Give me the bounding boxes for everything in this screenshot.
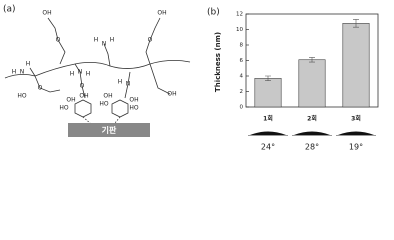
- chemical-group: H: [110, 37, 115, 44]
- y-tick-label: 4: [240, 74, 244, 80]
- substrate-label: 기판: [102, 125, 117, 135]
- chemical-group: H: [94, 37, 99, 44]
- bar: [342, 22, 370, 108]
- droplet: [338, 131, 374, 135]
- chemical-group: H: [12, 69, 17, 76]
- bar: [298, 59, 326, 108]
- chemical-group: OH: [66, 97, 75, 104]
- chemical-group: OH: [157, 10, 166, 17]
- y-tick-label: 10: [236, 27, 243, 33]
- error-bar: [353, 19, 359, 28]
- chemical-group: OH: [103, 93, 112, 100]
- chemical-group: OH: [42, 10, 51, 17]
- contact-angle: 19°: [349, 143, 363, 152]
- droplet: [294, 131, 330, 135]
- error-bar: [309, 57, 315, 63]
- panel-label: (b): [207, 8, 220, 18]
- chemical-group: N: [20, 69, 25, 76]
- chemical-group: OH: [129, 97, 138, 104]
- chemical-group: O: [148, 37, 153, 44]
- panel-label: (a): [3, 5, 16, 15]
- y-tick-label: 12: [236, 12, 243, 18]
- chemical-group: HO: [99, 101, 109, 108]
- error-bar: [265, 75, 271, 81]
- chemical-group: OH: [167, 91, 176, 98]
- chemical-group: H: [70, 71, 75, 78]
- chemical-group: HO: [17, 93, 27, 100]
- x-tick-label: 3회: [351, 115, 361, 123]
- chemical-group: N: [126, 81, 131, 88]
- chemical-group: HO: [129, 105, 139, 112]
- y-tick-label: 2: [240, 89, 244, 95]
- molecule-skeleton: [4, 17, 191, 124]
- y-tick-label: 8: [240, 43, 244, 49]
- chemical-group: H: [26, 61, 31, 68]
- chemical-group: O: [56, 37, 61, 44]
- substrate: [68, 123, 150, 137]
- chemical-group: O: [38, 85, 43, 92]
- chemical-group: N: [78, 69, 83, 76]
- x-tick-label: 1회: [263, 115, 273, 123]
- y-tick-label: 6: [240, 58, 244, 64]
- bar: [254, 78, 282, 108]
- chemical-group: H: [86, 71, 91, 78]
- x-tick-label: 2회: [307, 115, 317, 123]
- chemical-group: N: [102, 41, 107, 48]
- contact-angle: 28°: [305, 143, 319, 152]
- y-axis-label: Thickness (nm): [214, 32, 222, 92]
- chemical-group: OH: [79, 93, 88, 100]
- chemical-group: H: [118, 79, 123, 86]
- contact-angle: 24°: [261, 143, 275, 152]
- chemical-group: O: [80, 83, 85, 90]
- droplet: [250, 131, 286, 135]
- y-tick-label: 0: [240, 105, 244, 111]
- chemical-group: HO: [59, 105, 69, 112]
